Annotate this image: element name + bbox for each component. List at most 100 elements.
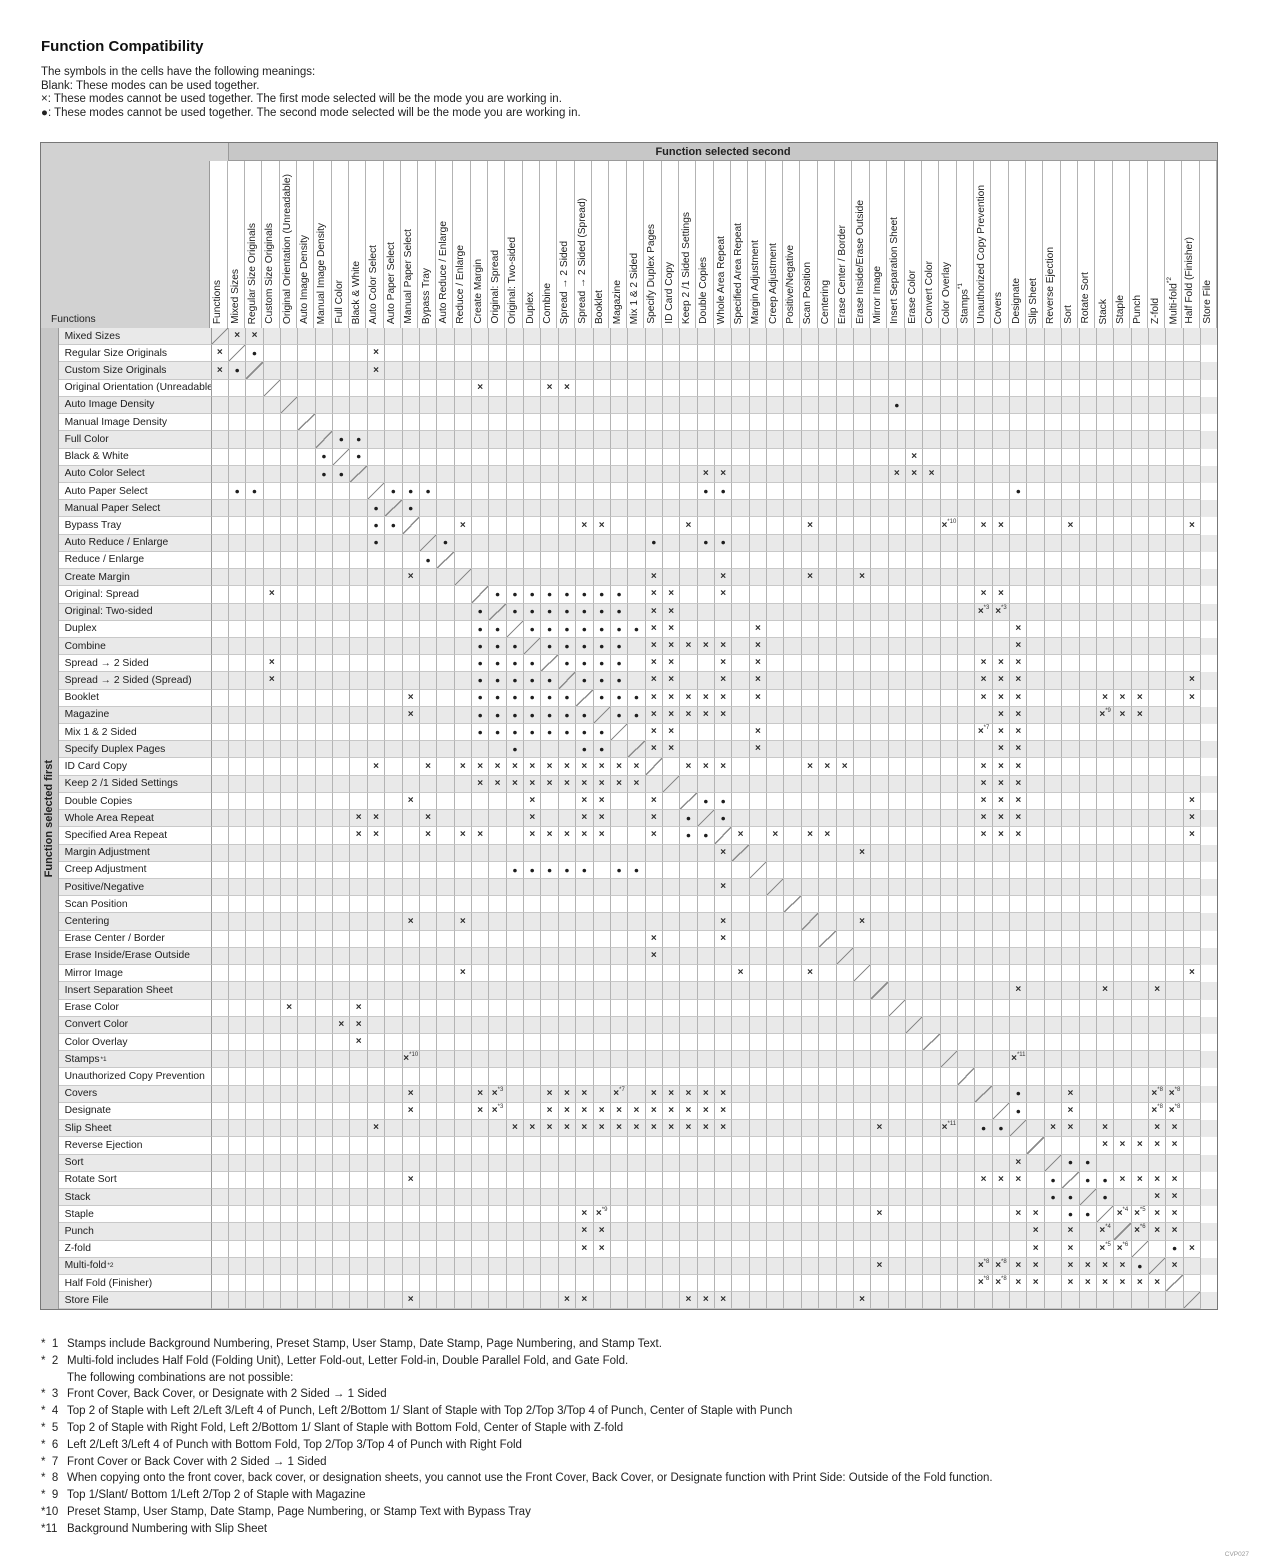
matrix-cell [454,1120,472,1138]
matrix-cell [662,827,681,845]
matrix-cell [853,1154,872,1172]
matrix-cell [784,947,802,966]
matrix-cell [975,396,993,415]
matrix-cell [402,1188,420,1207]
matrix-cell [1114,1033,1132,1052]
matrix-cell [836,792,854,811]
matrix-cell [593,534,611,552]
matrix-cell [905,706,924,725]
matrix-cell [645,1240,663,1258]
matrix-cell [628,637,646,656]
matrix-cell [958,603,976,621]
col-header: Insert Separation Sheet [887,161,905,328]
matrix-cell [1010,861,1028,879]
matrix-cell [819,1137,837,1155]
matrix-header-row: Functions Functions Mixed Sizes Regular S… [41,161,1217,328]
matrix-cell [246,1171,264,1189]
matrix-cell [506,551,525,570]
col-header: Convert Color [921,161,940,328]
matrix-cell [211,1171,229,1189]
matrix-cell: ● [471,724,490,742]
matrix-cell [923,965,941,983]
matrix-cell [1149,328,1167,346]
matrix-cell [350,569,368,587]
matrix-cell [1131,482,1149,501]
matrix-cell [263,1240,282,1258]
matrix-cell [1114,1292,1132,1310]
matrix-cell: × [1131,1137,1149,1155]
matrix-cell [801,1223,820,1241]
matrix-cell [1062,879,1080,897]
matrix-cell [923,672,941,690]
matrix-cell: × [1183,965,1202,983]
matrix-cell [801,879,820,897]
matrix-cell: × [1149,1120,1167,1138]
matrix-cell [1010,879,1028,897]
matrix-cell [1096,1016,1115,1034]
matrix-cell [1062,655,1080,673]
matrix-row: Create Margin × × × × × [58,569,1217,587]
row-label: Specify Duplex Pages [58,741,212,759]
matrix-cell [541,1033,559,1052]
matrix-cell: ● [541,706,559,725]
matrix-cell [871,879,889,897]
matrix-cell: × [211,345,229,363]
matrix-cell [333,534,351,552]
matrix-cell [767,706,785,725]
matrix-cell [558,965,577,983]
matrix-cell [437,1275,455,1293]
matrix-cell [471,896,490,914]
matrix-cell [958,672,976,690]
matrix-cell: × [992,724,1011,742]
matrix-cell [315,1154,334,1172]
matrix-cell [1183,328,1202,346]
matrix-cell [419,1223,438,1241]
matrix-row: Staple × × *9 × × × ● ● × *4 × *5 × × [58,1206,1217,1224]
footnotes: * 1 Stamps include Background Numbering, … [41,1336,1231,1538]
matrix-cell [419,689,438,707]
matrix-cell [697,1275,716,1293]
matrix-cell [263,448,282,466]
matrix-cell [1114,448,1132,466]
matrix-cell [888,551,906,570]
matrix-cell [1027,328,1045,346]
matrix-cell [437,947,455,966]
matrix-cell [437,655,455,673]
matrix-cell: × [628,1120,646,1138]
matrix-cell [298,1085,316,1103]
matrix-cell [610,913,629,931]
matrix-cell [905,1137,924,1155]
col-header: Erase Color [904,161,922,328]
matrix-cell: × [576,1085,594,1103]
matrix-cell [1149,379,1167,397]
matrix-cell [784,637,802,656]
matrix-cell [1183,1188,1202,1207]
matrix-cell [767,810,785,828]
matrix-cell: ● [489,724,507,742]
matrix-cell [732,947,750,966]
matrix-cell [836,1240,854,1258]
matrix-cell [975,1154,993,1172]
matrix-cell [871,672,889,690]
matrix-cell [784,844,802,862]
matrix-cell [871,861,889,879]
matrix-cell [246,896,264,914]
matrix-cell [715,999,733,1017]
matrix-cell [367,913,386,931]
matrix-cell [541,1171,559,1189]
matrix-cell [1096,1102,1115,1121]
matrix-cell [888,603,906,621]
matrix-cell [489,328,507,346]
matrix-cell: × [767,827,785,845]
matrix-cell [246,1120,264,1138]
matrix-cell [732,1292,750,1310]
matrix-cell [471,362,490,380]
matrix-cell: × [454,517,472,535]
row-label: Stack [58,1188,212,1207]
matrix-cell [662,861,681,879]
matrix-cell [385,379,403,397]
matrix-cell [454,930,472,948]
matrix-cell [246,637,264,656]
matrix-cell [228,603,247,621]
matrix-cell [1010,844,1028,862]
